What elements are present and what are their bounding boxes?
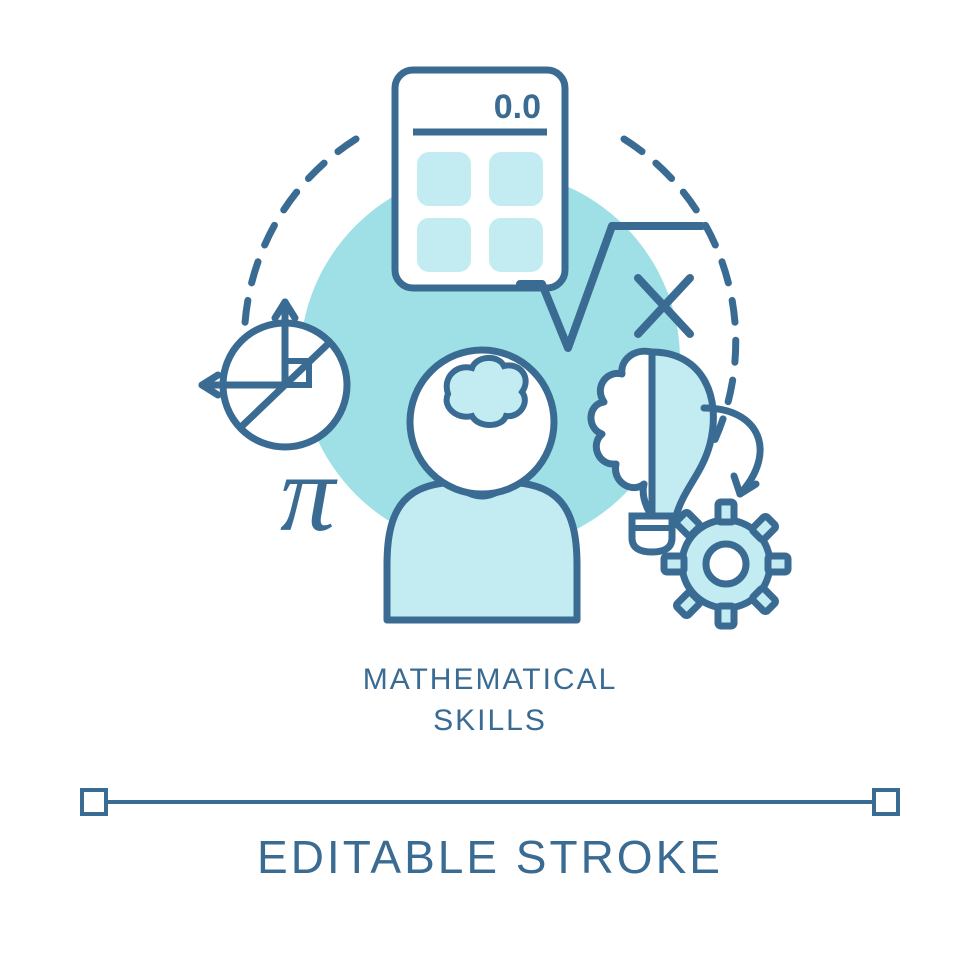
divider: [80, 788, 900, 816]
pi-icon: π: [280, 432, 338, 554]
title-line2: SKILLS: [433, 704, 547, 737]
infographic-canvas: 0.0 π: [0, 0, 980, 980]
calculator-icon: 0.0: [395, 70, 565, 288]
subtitle: EDITABLE STROKE: [0, 830, 980, 884]
calculator-display: 0.0: [494, 88, 541, 126]
title: MATHEMATICAL SKILLS: [0, 660, 980, 741]
illustration: 0.0 π: [0, 0, 980, 660]
title-line1: MATHEMATICAL: [363, 663, 618, 696]
gear-icon: [664, 502, 788, 626]
